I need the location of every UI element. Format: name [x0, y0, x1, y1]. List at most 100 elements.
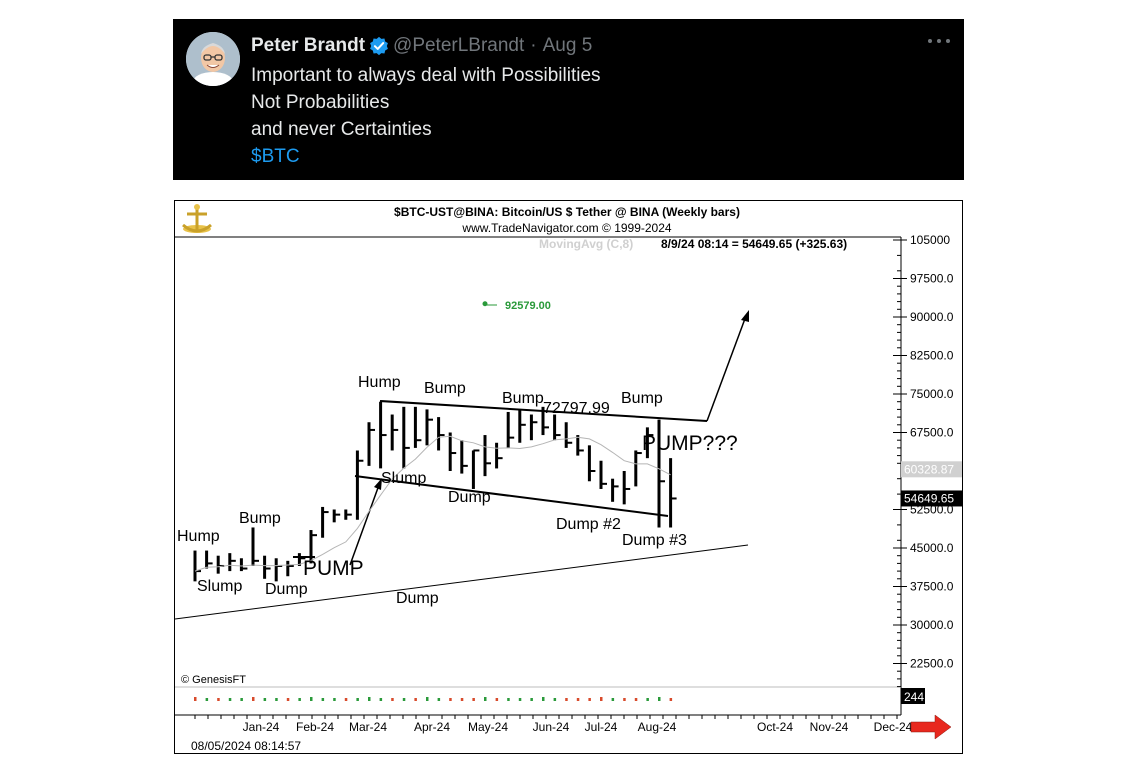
chart-annotation: Bump: [239, 510, 281, 527]
volume-bar: [484, 697, 487, 701]
volume-bar: [507, 698, 510, 701]
avatar-portrait-icon: [186, 32, 240, 86]
volume-bar: [634, 698, 638, 701]
x-tick-label: Jul-24: [585, 720, 618, 734]
tweet-date[interactable]: Aug 5: [542, 35, 593, 56]
tweet-text: Important to always deal with Possibilit…: [251, 62, 601, 170]
high-price-label: 72797.99: [543, 400, 610, 417]
x-tick-label: Jan-24: [243, 720, 280, 734]
volume-bar: [565, 698, 568, 701]
volume-bar: [611, 698, 615, 701]
volume-bar: [368, 697, 371, 701]
volume-bar: [646, 698, 649, 701]
x-tick-label: Aug-24: [638, 720, 677, 734]
volume-bar: [623, 698, 626, 701]
separator-dot: ·: [530, 35, 537, 56]
volume-bar: [275, 698, 278, 701]
volume-bar: [449, 698, 452, 701]
avatar[interactable]: [186, 32, 240, 86]
volume-bar: [228, 698, 232, 701]
volume-value: 244: [904, 690, 924, 704]
tweet-card[interactable]: Peter Brandt @PeterLBrandt · Aug 5 Impor…: [173, 19, 964, 180]
tweet-line-1: Important to always deal with Possibilit…: [251, 65, 601, 86]
more-options-icon[interactable]: [928, 33, 950, 49]
y-tick-label: 37500.0: [910, 580, 954, 594]
volume-bar: [588, 698, 591, 701]
volume-bar: [542, 697, 545, 701]
chart-annotation: PUMP???: [642, 432, 738, 455]
chart-subtitle: www.TradeNavigator.com © 1999-2024: [461, 221, 671, 235]
last-quote-label: 8/9/24 08:14 = 54649.65 (+325.63): [661, 237, 847, 251]
moving-average-line: [194, 435, 671, 572]
y-tick-label: 67500.0: [910, 426, 954, 440]
y-tick-label: 90000.0: [910, 310, 954, 324]
volume-bar: [553, 698, 557, 701]
y-tick-label: 30000.0: [910, 618, 954, 632]
y-tick-label: 54649.65: [904, 491, 954, 505]
cashtag-link[interactable]: $BTC: [251, 146, 300, 167]
verified-badge-icon: [370, 36, 388, 56]
price-marker-label: 92579.00: [505, 300, 551, 312]
volume-bar: [495, 698, 499, 701]
volume-value-box: 244: [901, 688, 925, 704]
chart-annotation: Hump: [358, 374, 401, 391]
x-tick-label: Jun-24: [533, 720, 570, 734]
y-highlight-box: [901, 461, 962, 478]
y-tick-label: 45000.0: [910, 541, 954, 555]
chart-image[interactable]: $BTC-UST@BINA: Bitcoin/US $ Tether @ BIN…: [174, 200, 963, 754]
y-tick-label: 60328.87: [904, 462, 954, 476]
x-tick-label: Feb-24: [296, 720, 334, 734]
x-tick-label: Oct-24: [757, 720, 793, 734]
chart-annotation: PUMP: [303, 557, 364, 580]
x-tick-label: Mar-24: [349, 720, 387, 734]
x-tick-label: May-24: [468, 720, 508, 734]
volume-bar: [217, 698, 220, 701]
volume-bar: [356, 698, 359, 701]
chart-annotation: Slump: [381, 470, 426, 487]
volume-bar: [426, 697, 429, 701]
chart-annotation: Dump: [448, 489, 491, 506]
volume-bar: [205, 698, 209, 701]
volume-bar: [333, 698, 336, 701]
volume-bar: [460, 698, 464, 701]
chart-annotation: Dump: [265, 581, 308, 598]
chart-annotation: Bump: [424, 380, 466, 397]
author-handle[interactable]: @PeterLBrandt: [393, 35, 525, 56]
volume-bar: [437, 698, 441, 701]
tweet-author-row: Peter Brandt @PeterLBrandt · Aug 5: [251, 34, 592, 58]
volume-bar: [391, 698, 394, 701]
volume-bar: [600, 697, 603, 701]
volume-bar: [194, 697, 197, 701]
x-tick-label: Dec-24: [874, 720, 913, 734]
volume-bar: [263, 698, 267, 701]
chart-annotation: Dump #2: [556, 516, 621, 533]
chart-annotation: Slump: [197, 578, 242, 595]
volume-bar: [321, 698, 325, 701]
volume-bar: [576, 698, 580, 701]
volume-bar: [298, 698, 301, 701]
volume-bar: [669, 698, 673, 701]
scroll-right-arrow-icon[interactable]: [910, 714, 952, 740]
chart-annotation: Hump: [177, 528, 220, 545]
chart-annotation: Bump: [502, 390, 544, 407]
volume-bar: [414, 698, 417, 701]
chart-annotation: Bump: [621, 390, 663, 407]
y-tick-label: 82500.0: [910, 349, 954, 363]
price-marker: 92579.00: [482, 300, 551, 312]
volume-bar: [402, 698, 406, 701]
volume-bar: [518, 698, 522, 701]
tweet-line-3: and never Certainties: [251, 119, 432, 140]
author-name[interactable]: Peter Brandt: [251, 35, 366, 56]
last-price-box: [901, 490, 962, 507]
chart-annotation: Dump: [396, 590, 439, 607]
volume-bar: [472, 698, 475, 701]
chart-annotation: Dump #3: [622, 532, 687, 549]
chart-title: $BTC-UST@BINA: Bitcoin/US $ Tether @ BIN…: [394, 205, 740, 219]
volume-bar: [240, 698, 243, 701]
volume-bar: [310, 697, 313, 701]
copyright-label: © GenesisFT: [181, 674, 246, 686]
tweet-line-2: Not Probabilities: [251, 92, 390, 113]
x-tick-label: Nov-24: [810, 720, 849, 734]
footer-timestamp: 08/05/2024 08:14:57: [191, 739, 301, 753]
y-tick-label: 105000: [910, 233, 950, 247]
